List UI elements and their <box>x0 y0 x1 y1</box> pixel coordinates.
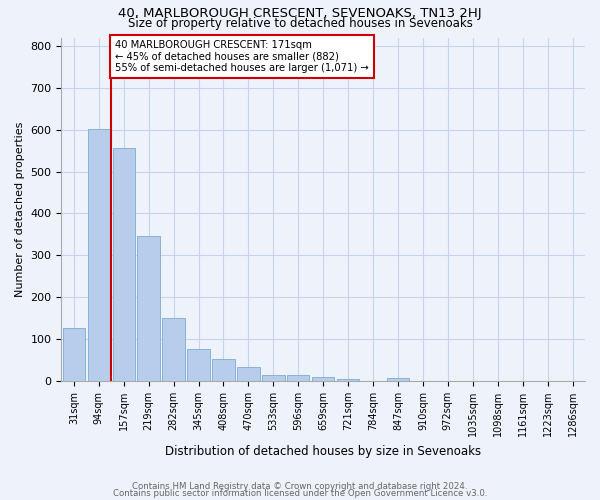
Text: 40 MARLBOROUGH CRESCENT: 171sqm
← 45% of detached houses are smaller (882)
55% o: 40 MARLBOROUGH CRESCENT: 171sqm ← 45% of… <box>115 40 369 73</box>
Text: Size of property relative to detached houses in Sevenoaks: Size of property relative to detached ho… <box>128 18 472 30</box>
X-axis label: Distribution of detached houses by size in Sevenoaks: Distribution of detached houses by size … <box>165 444 481 458</box>
Bar <box>113 148 135 381</box>
Bar <box>88 129 110 381</box>
Bar <box>237 366 260 381</box>
Bar <box>312 377 334 381</box>
Bar <box>337 379 359 381</box>
Text: 40, MARLBOROUGH CRESCENT, SEVENOAKS, TN13 2HJ: 40, MARLBOROUGH CRESCENT, SEVENOAKS, TN1… <box>118 8 482 20</box>
Bar <box>387 378 409 381</box>
Bar <box>187 348 210 381</box>
Text: Contains HM Land Registry data © Crown copyright and database right 2024.: Contains HM Land Registry data © Crown c… <box>132 482 468 491</box>
Bar <box>212 358 235 381</box>
Bar <box>262 374 284 381</box>
Y-axis label: Number of detached properties: Number of detached properties <box>15 122 25 297</box>
Bar <box>62 328 85 381</box>
Bar <box>163 318 185 381</box>
Text: Contains public sector information licensed under the Open Government Licence v3: Contains public sector information licen… <box>113 488 487 498</box>
Bar <box>287 376 310 381</box>
Bar <box>137 236 160 381</box>
